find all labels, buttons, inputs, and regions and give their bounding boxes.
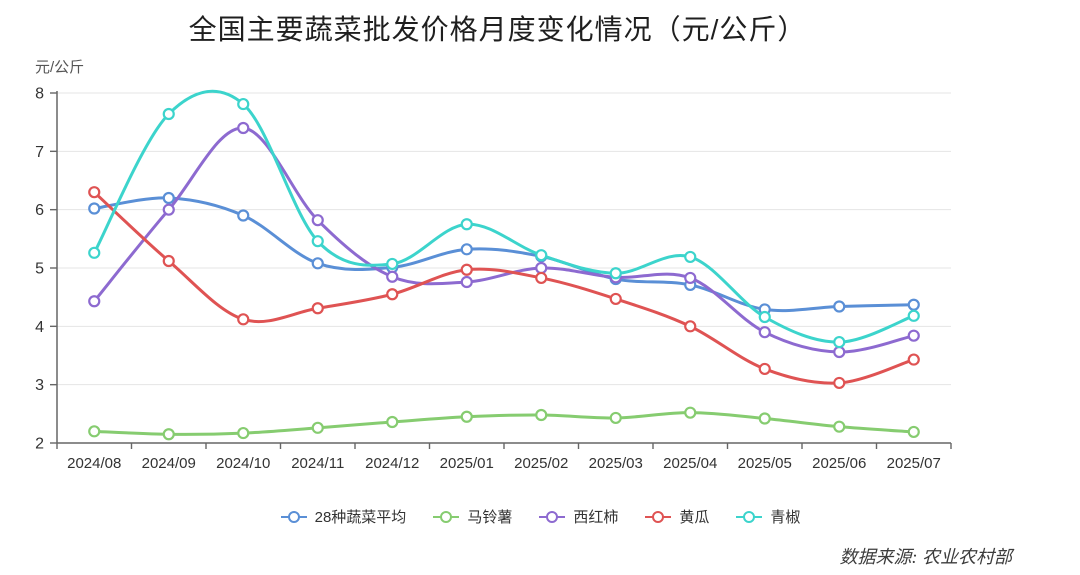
data-point [684, 271, 697, 285]
data-point [237, 426, 250, 440]
legend-item-label: 青椒 [770, 509, 801, 526]
data-point [162, 428, 175, 441]
data-point [311, 421, 324, 434]
data-point [609, 292, 622, 306]
legend: 28种蔬菜平均 马铃薯 西红柿 黄瓜 青椒 [0, 506, 1080, 527]
y-tick-label: 5 [35, 261, 44, 278]
data-point [907, 298, 920, 311]
data-source-note: 数据来源: 农业农村部 [839, 547, 1013, 567]
data-point [162, 107, 175, 121]
legend-marker-icon [433, 510, 460, 523]
data-point [609, 411, 622, 425]
legend-item-3[interactable]: 黄瓜 [644, 506, 709, 527]
data-point [460, 218, 473, 231]
data-point [162, 191, 175, 205]
x-tick-label: 2024/12 [365, 455, 419, 472]
data-point [535, 261, 548, 275]
data-point [758, 326, 771, 339]
data-point [237, 97, 250, 111]
legend-item-4[interactable]: 青椒 [735, 506, 800, 527]
data-point [535, 271, 548, 285]
data-point [237, 121, 250, 135]
series-line-1 [92, 411, 916, 436]
legend-item-label: 28种蔬菜平均 [314, 509, 407, 526]
legend-item-1[interactable]: 马铃薯 [432, 506, 512, 527]
legend-marker-icon [736, 510, 763, 523]
data-point [88, 246, 101, 259]
series-line-3 [92, 190, 916, 385]
data-point [237, 209, 250, 222]
legend-item-label: 西红柿 [573, 509, 619, 526]
legend-item-0[interactable]: 28种蔬菜平均 [280, 506, 407, 527]
data-point [758, 412, 771, 425]
data-point [907, 425, 920, 439]
data-point [162, 254, 175, 268]
data-point [88, 186, 101, 199]
x-tick-label: 2025/07 [887, 455, 941, 472]
data-point [460, 243, 473, 256]
y-tick-label: 7 [35, 144, 44, 161]
data-point [386, 270, 399, 283]
data-point [88, 425, 101, 438]
data-point [311, 214, 324, 227]
legend-marker-icon [645, 510, 672, 523]
data-point [311, 235, 324, 248]
data-point [535, 408, 548, 422]
data-point [684, 320, 697, 333]
y-axis-unit-label: 元/公斤 [35, 59, 85, 76]
data-point [833, 335, 846, 349]
data-point [907, 353, 920, 366]
data-point [907, 309, 920, 322]
data-point [460, 263, 473, 276]
data-point [833, 300, 846, 313]
data-point [609, 267, 622, 280]
data-point [460, 410, 473, 423]
data-point [386, 257, 399, 271]
data-point [88, 202, 101, 215]
data-point [386, 288, 399, 301]
x-tick-label: 2025/04 [663, 455, 717, 472]
data-point [907, 329, 920, 342]
data-point [833, 345, 846, 359]
series-line-2 [92, 126, 916, 354]
y-tick-label: 6 [35, 202, 44, 219]
data-point [684, 406, 697, 419]
x-tick-label: 2025/05 [738, 455, 792, 472]
y-tick-label: 2 [35, 436, 44, 453]
data-point [833, 420, 846, 433]
data-point [237, 313, 250, 326]
legend-item-2[interactable]: 西红柿 [538, 506, 618, 527]
y-tick-label: 8 [35, 86, 44, 103]
data-point [386, 415, 399, 429]
legend-marker-icon [539, 510, 566, 523]
data-point [311, 302, 324, 315]
x-tick-label: 2025/06 [812, 455, 866, 472]
data-point [758, 362, 771, 376]
series-line-0 [92, 196, 916, 313]
x-tick-label: 2024/10 [216, 455, 270, 472]
data-point [311, 257, 324, 270]
data-point [833, 376, 846, 390]
data-point [684, 250, 697, 264]
x-tick-label: 2024/08 [67, 455, 121, 472]
data-point [758, 310, 771, 324]
x-tick-label: 2025/02 [514, 455, 568, 472]
legend-item-label: 黄瓜 [679, 509, 710, 526]
chart-title: 全国主要蔬菜批发价格月度变化情况（元/公斤） [188, 14, 807, 45]
x-tick-label: 2024/09 [142, 455, 196, 472]
x-tick-label: 2025/03 [589, 455, 643, 472]
x-tick-label: 2024/11 [291, 455, 344, 472]
x-tick-label: 2025/01 [440, 455, 494, 472]
data-point [162, 203, 175, 216]
price-line-chart: 2 3 4 5 6 7 8 2024/08 2024/09 2024/10 2024/11 2024/… [35, 86, 952, 472]
y-tick-label: 3 [35, 377, 44, 394]
data-point [460, 275, 473, 289]
legend-marker-icon [280, 510, 307, 523]
data-point [535, 249, 548, 262]
data-point [88, 295, 101, 308]
y-tick-label: 4 [35, 319, 44, 336]
legend-item-label: 马铃薯 [467, 509, 513, 526]
